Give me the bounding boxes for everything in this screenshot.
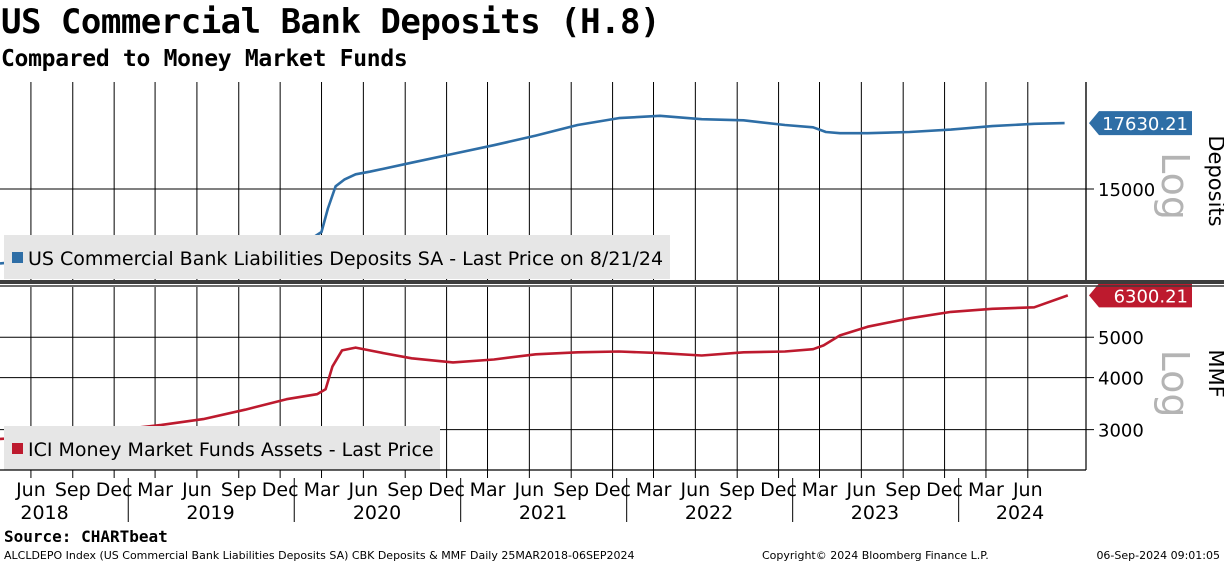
x-tick-label-month: Dec [926, 479, 963, 501]
mmf-last-price-label: 6300.21 [1114, 286, 1188, 307]
mmf-axis-label: MMF [1204, 349, 1224, 397]
x-tick-label-year: 2020 [353, 502, 401, 524]
panel-separator-bar [0, 280, 1224, 284]
deposits-legend-swatch [12, 252, 23, 263]
y-tick-label: 3000 [1098, 421, 1144, 442]
mmf-legend-label: ICI Money Market Funds Assets - Last Pri… [28, 439, 434, 461]
deposits-legend-box [4, 235, 670, 279]
x-tick-label-month: Mar [802, 479, 838, 501]
mmf-panel: 3000 4000 5000 6300.21 Log MMF ICI Money Marke… [0, 283, 1224, 470]
deposits-axis-label: Deposits [1204, 135, 1224, 226]
deposits-last-price-tag [1089, 111, 1192, 136]
deposits-panel: 15000 17630.21 Log Deposits US Commercial Ba… [0, 82, 1224, 280]
mmf-last-price-tag [1089, 283, 1192, 308]
x-tick-label-month: Dec [594, 479, 631, 501]
x-tick-label-month: Dec [428, 479, 465, 501]
x-tick-label-month: Mar [968, 479, 1004, 501]
y-tick-label: 15000 [1098, 180, 1155, 201]
x-tick-label-month: Mar [137, 479, 173, 501]
deposits-log-scale-label: Log [1153, 152, 1197, 220]
x-tick-label-year: 2024 [996, 502, 1044, 524]
x-tick-label-month: Jun [680, 479, 711, 501]
mmf-legend-swatch [12, 443, 23, 454]
x-tick-label-month: Sep [553, 479, 589, 501]
mmf-log-scale-label: Log [1153, 350, 1197, 418]
x-tick-label-month: Jun [514, 479, 545, 501]
footer-timestamp: 06-Sep-2024 09:01:05 [1096, 549, 1220, 562]
x-tick-label-month: Sep [387, 479, 423, 501]
mmf-series-line [0, 294, 1069, 441]
x-tick-label-month: Sep [719, 479, 755, 501]
x-tick-label-year: 2021 [519, 502, 567, 524]
x-tick-label-month: Jun [15, 479, 46, 501]
x-tick-label-month: Mar [304, 479, 340, 501]
mmf-legend-box [4, 426, 440, 470]
x-tick-label-year: 2019 [186, 502, 234, 524]
x-tick-label-month: Sep [55, 479, 91, 501]
deposits-last-price-label: 17630.21 [1102, 114, 1188, 135]
x-tick-label-month: Mar [636, 479, 672, 501]
footer-copyright: Copyright© 2024 Bloomberg Finance L.P. [762, 549, 989, 562]
y-tick-label: 5000 [1098, 328, 1144, 349]
x-tick-label-month: Dec [96, 479, 133, 501]
x-tick-label-year: 2022 [685, 502, 733, 524]
chart-title: US Commercial Bank Deposits (H.8) [1, 2, 661, 42]
x-tick-label-month: Jun [348, 479, 379, 501]
x-tick-label-month: Sep [885, 479, 921, 501]
x-tick-label-month: Jun [845, 479, 876, 501]
deposits-legend-label: US Commercial Bank Liabilities Deposits … [28, 248, 663, 270]
x-tick-label-year: 2018 [20, 502, 68, 524]
x-tick-label-month: Mar [470, 479, 506, 501]
x-tick-label-month: Jun [181, 479, 212, 501]
chart-subtitle: Compared to Money Market Funds [1, 46, 408, 72]
y-tick-label: 4000 [1098, 369, 1144, 390]
x-tick-label-month: Dec [262, 479, 299, 501]
x-tick-label-month: Sep [221, 479, 257, 501]
x-tick-label-month: Jun [1012, 479, 1043, 501]
source-label: Source: CHARTbeat [4, 527, 168, 546]
footer-index-info: ALCLDEPO Index (US Commercial Bank Liabi… [4, 549, 635, 562]
x-tick-label-year: 2023 [851, 502, 899, 524]
x-tick-label-month: Dec [760, 479, 797, 501]
